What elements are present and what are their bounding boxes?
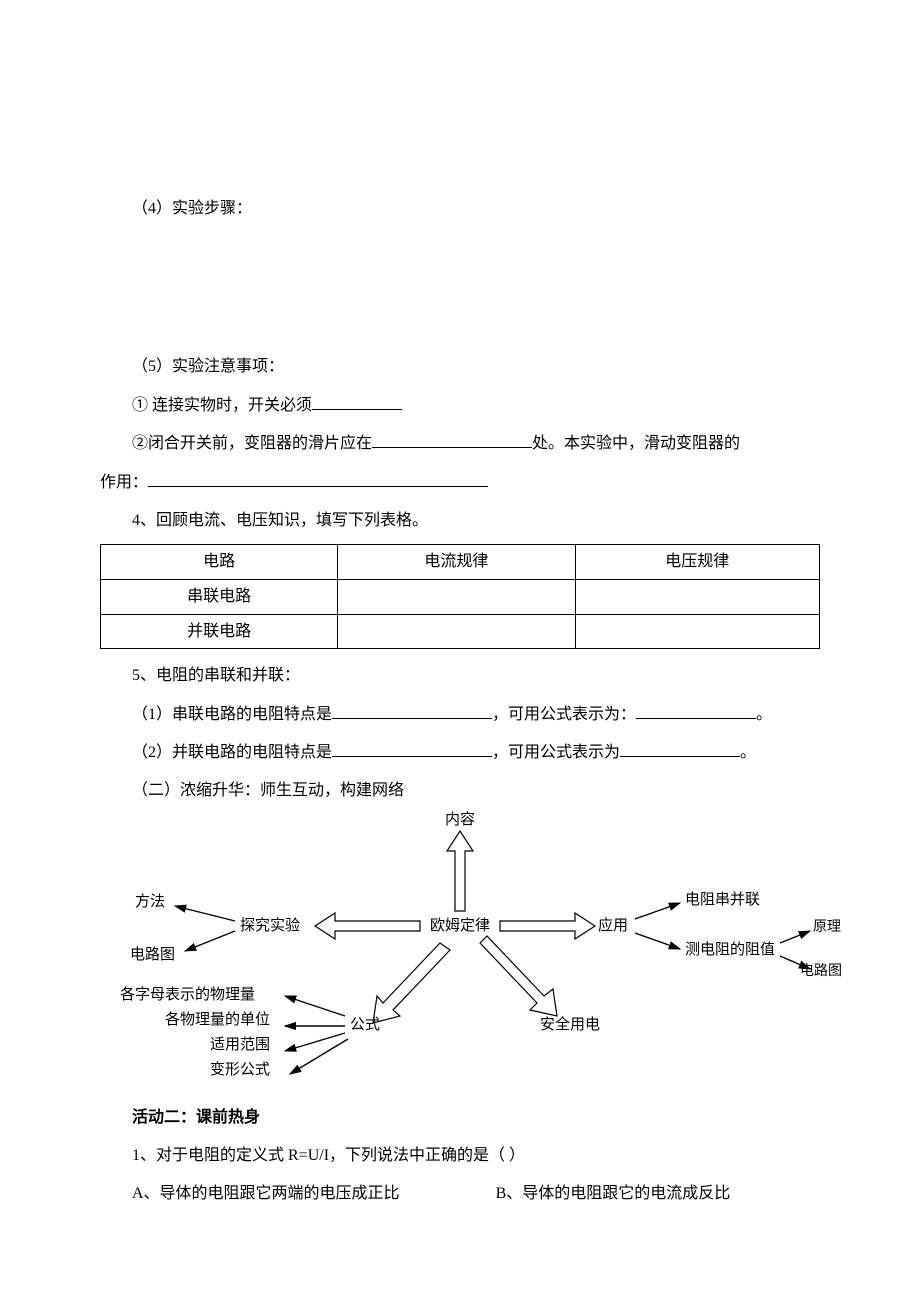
node-units: 各物理量的单位 bbox=[165, 1011, 270, 1031]
node-center: 欧姆定律 bbox=[430, 917, 490, 937]
section-2: （二）浓缩升华：师生互动，构建网络 bbox=[100, 772, 820, 810]
p2-pre: （2）并联电路的电阻特点是 bbox=[132, 744, 332, 761]
cell-parallel-current bbox=[338, 614, 575, 649]
question-1: 1、对于电阻的定义式 R=U/I，下列说法中正确的是（ ） bbox=[100, 1137, 820, 1175]
table-row: 并联电路 bbox=[101, 614, 820, 649]
node-circuit-diagram: 电路图 bbox=[130, 946, 175, 966]
node-experiment: 探究实验 bbox=[240, 917, 300, 937]
p1-mid: ，可用公式表示为： bbox=[492, 706, 636, 723]
rules-table: 电路 电流规律 电压规律 串联电路 并联电路 bbox=[100, 544, 820, 649]
node-method: 方法 bbox=[135, 893, 165, 913]
p1-pre: （1）串联电路的电阻特点是 bbox=[132, 706, 332, 723]
th-voltage: 电压规律 bbox=[575, 545, 819, 580]
p1-end: 。 bbox=[756, 706, 772, 723]
cell-parallel-voltage bbox=[575, 614, 819, 649]
node-series-parallel: 电阻串并联 bbox=[685, 891, 760, 911]
blank-series-formula bbox=[636, 718, 756, 719]
step-4-label: （4）实验步骤： bbox=[100, 190, 820, 228]
item-4: 4、回顾电流、电压知识，填写下列表格。 bbox=[100, 502, 820, 540]
node-phys-qty: 各字母表示的物理量 bbox=[120, 986, 255, 1006]
cell-series-current bbox=[338, 579, 575, 614]
blank-series-feature bbox=[332, 718, 492, 719]
cell-series: 串联电路 bbox=[101, 579, 338, 614]
th-current: 电流规律 bbox=[338, 545, 575, 580]
cell-series-voltage bbox=[575, 579, 819, 614]
note-2-cont: 作用： bbox=[100, 474, 148, 491]
th-circuit: 电路 bbox=[101, 545, 338, 580]
node-safety: 安全用电 bbox=[540, 1016, 600, 1036]
note-2-line1: ②闭合开关前，变阻器的滑片应在 处。本实验中，滑动变阻器的 bbox=[100, 425, 820, 463]
activity-2-title: 活动二：课前热身 bbox=[100, 1099, 820, 1137]
cell-parallel: 并联电路 bbox=[101, 614, 338, 649]
step-5-label: （5）实验注意事项： bbox=[100, 348, 820, 386]
concept-map: 内容 欧姆定律 探究实验 应用 公式 安全用电 方法 电路图 电阻串并联 测电阻… bbox=[100, 811, 820, 1091]
blank-parallel-formula bbox=[620, 756, 740, 757]
p2-end: 。 bbox=[740, 744, 756, 761]
blank-rheostat-function bbox=[148, 486, 488, 487]
point-2: （2）并联电路的电阻特点是 ，可用公式表示为 。 bbox=[100, 734, 820, 772]
item-5: 5、电阻的串联和并联： bbox=[100, 657, 820, 695]
table-header-row: 电路 电流规律 电压规律 bbox=[101, 545, 820, 580]
node-application: 应用 bbox=[598, 917, 628, 937]
node-variant: 变形公式 bbox=[210, 1061, 270, 1081]
note-2-post: 处。本实验中，滑动变阻器的 bbox=[532, 435, 740, 452]
note-1: ① 连接实物时，开关必须 bbox=[100, 387, 820, 425]
p2-mid: ，可用公式表示为 bbox=[492, 744, 620, 761]
node-principle: 原理 bbox=[813, 919, 841, 937]
blank-slider-position bbox=[372, 447, 532, 448]
node-scope: 适用范围 bbox=[210, 1036, 270, 1056]
note-1-text: ① 连接实物时，开关必须 bbox=[132, 397, 312, 414]
node-content: 内容 bbox=[445, 811, 475, 831]
note-2-line2: 作用： bbox=[100, 464, 820, 502]
note-2-pre: ②闭合开关前，变阻器的滑片应在 bbox=[132, 435, 372, 452]
node-measure-resistance: 测电阻的阻值 bbox=[685, 941, 775, 961]
node-circuit-diagram-2: 电路图 bbox=[800, 963, 842, 981]
table-row: 串联电路 bbox=[101, 579, 820, 614]
node-formula: 公式 bbox=[350, 1016, 380, 1036]
option-a: A、导体的电阻跟它两端的电压成正比 bbox=[132, 1185, 400, 1202]
options-row: A、导体的电阻跟它两端的电压成正比 B、导体的电阻跟它的电流成反比 bbox=[100, 1175, 820, 1213]
blank-parallel-feature bbox=[332, 756, 492, 757]
point-1: （1）串联电路的电阻特点是 ，可用公式表示为： 。 bbox=[100, 696, 820, 734]
option-b: B、导体的电阻跟它的电流成反比 bbox=[464, 1175, 731, 1213]
blank-space bbox=[100, 228, 820, 348]
blank-switch bbox=[312, 409, 402, 410]
